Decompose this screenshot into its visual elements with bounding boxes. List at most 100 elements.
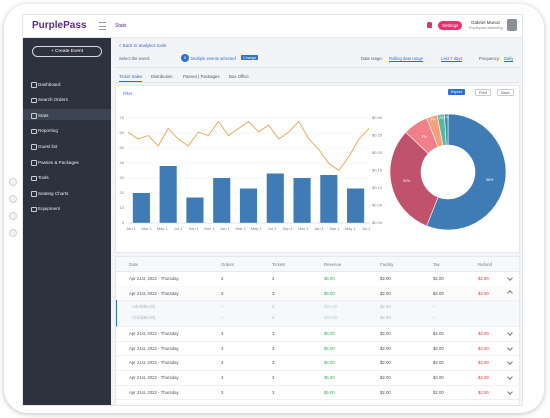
- y-tick-label: 10: [120, 205, 125, 210]
- table-cell: $5.00: [324, 345, 335, 351]
- table-row[interactable]: [116, 341, 519, 357]
- avatar[interactable]: [507, 19, 517, 31]
- table-cell: Apr 21st, 2022 - Thursday: [129, 375, 179, 380]
- table-cell: 3: [221, 389, 224, 395]
- tab[interactable]: Distribution: [151, 74, 173, 79]
- donut-label: 31%: [403, 179, 411, 183]
- table-cell: 3: [272, 290, 275, 296]
- selected-events[interactable]: Multiple events selected: [191, 56, 236, 61]
- frequency-value[interactable]: Daily: [504, 56, 514, 62]
- nav-active-bg: [23, 109, 111, 121]
- nav-item[interactable]: Tools: [38, 175, 49, 181]
- create-event-button[interactable]: + Create Event: [32, 46, 102, 57]
- x-tick-label: Mar 1: [330, 226, 341, 231]
- table-cell: $2.00: [380, 375, 391, 380]
- table-cell: $2.00: [380, 360, 391, 366]
- bar: [320, 175, 338, 223]
- brand: PurplePass: [32, 20, 87, 31]
- table-cell: 3: [272, 331, 275, 337]
- x-tick-label: May 1: [345, 226, 357, 231]
- bar: [159, 166, 177, 223]
- export-button[interactable]: Export: [448, 89, 465, 95]
- table-cell: $2.00: [380, 345, 391, 351]
- x-tick-label: Sep 1: [282, 226, 293, 231]
- nav-icon: [31, 82, 37, 88]
- table-cell: 2: [272, 276, 275, 281]
- x-tick-label: Jan 1: [126, 226, 137, 231]
- nav-icon: [31, 206, 37, 213]
- y2-tick-label: $0.25: [372, 133, 383, 138]
- donut-chart: 56% 31% 7% 3% 2% 1%: [389, 113, 507, 231]
- table-cell: 3: [272, 389, 275, 395]
- table-cell: Apr 21st, 2022 - Thursday: [129, 276, 179, 281]
- table-cell: $2.00: [478, 331, 489, 337]
- column-header: Facility: [380, 262, 394, 267]
- x-tick-label: May 1: [251, 226, 263, 231]
- table-cell: 3: [272, 375, 275, 380]
- nav-item[interactable]: Dashboard: [38, 81, 61, 87]
- table-row[interactable]: [116, 326, 519, 342]
- table-cell: $2.00: [478, 345, 489, 351]
- table-cell: $2.00: [433, 290, 444, 296]
- tablet-button: [9, 229, 17, 237]
- nav-icon: [31, 97, 37, 104]
- change-button[interactable]: Change: [241, 55, 259, 60]
- header: PurplePass Stats Settings Gabriel Munoz …: [23, 15, 522, 38]
- table-cell: $2.00: [433, 276, 444, 281]
- table-cell: $2.00: [433, 389, 444, 395]
- save-button[interactable]: Save: [497, 89, 514, 96]
- expanded-group: [116, 300, 519, 328]
- table-cell: $5.00: [324, 389, 335, 395]
- table-cell: $2.00: [380, 389, 391, 395]
- divider: [115, 67, 519, 68]
- nav-item[interactable]: Reporting: [38, 128, 58, 134]
- y-tick-label: 40: [120, 160, 125, 165]
- tab[interactable]: Box Office: [229, 74, 249, 79]
- table-row[interactable]: [116, 370, 519, 386]
- table-row[interactable]: [116, 385, 519, 401]
- nav-item[interactable]: Stats: [38, 112, 49, 118]
- nav-item[interactable]: Guest list: [38, 143, 58, 149]
- menu-icon[interactable]: [99, 22, 106, 30]
- y2-tick-label: $0.30: [372, 115, 383, 120]
- y2-tick-label: $0.00: [372, 220, 383, 225]
- user-name: Gabriel Munoz: [471, 20, 501, 25]
- bell-icon[interactable]: [427, 22, 432, 28]
- tab[interactable]: Passes | Packages: [183, 74, 220, 79]
- tab-bar: Ticket Sales Distribution Passes | Package…: [115, 71, 519, 83]
- date-range-mode[interactable]: Rolling date range: [389, 56, 423, 62]
- x-tick-label: Jul 1: [268, 226, 277, 231]
- tab[interactable]: Ticket Sales: [119, 74, 143, 82]
- x-tick-label: Mar 1: [236, 226, 247, 231]
- user-role: Purplepass Marketing: [469, 26, 503, 30]
- nav-item[interactable]: Equipment: [38, 206, 60, 212]
- donut-segment: [444, 113, 449, 146]
- y2-tick-label: $0.05: [372, 203, 383, 208]
- column-header: Tickets: [272, 262, 286, 267]
- bar: [213, 178, 231, 223]
- table-row[interactable]: [116, 355, 519, 371]
- column-header: Revenue: [324, 262, 342, 267]
- x-tick-label: Jul 1: [174, 226, 183, 231]
- back-link[interactable]: < Back to analytics tools: [119, 43, 167, 48]
- x-tick-label: Nov 1: [298, 226, 309, 231]
- table-cell: $2.00: [478, 375, 489, 380]
- screen: PurplePass Stats Settings Gabriel Munoz …: [22, 14, 523, 406]
- table-cell: $2.00: [478, 290, 489, 296]
- filter-button[interactable]: Filter: [123, 91, 133, 96]
- nav-item[interactable]: Search Orders: [38, 97, 68, 103]
- table-cell: $2.00: [433, 360, 444, 366]
- nav-item[interactable]: Seating Charts: [38, 190, 69, 196]
- x-tick-label: Jan 1: [220, 226, 231, 231]
- date-range-value[interactable]: Last 7 days: [441, 56, 463, 62]
- settings-button[interactable]: Settings: [438, 21, 463, 30]
- nav-icon: [31, 128, 37, 135]
- table-cell: $2.00: [478, 276, 489, 281]
- nav-item[interactable]: Passes & Packages: [38, 159, 79, 165]
- print-button[interactable]: Print: [475, 89, 491, 96]
- column-header: Orders: [221, 262, 235, 267]
- x-tick-label: May 1: [157, 226, 169, 231]
- table-cell: 3: [221, 375, 224, 380]
- table-cell: 3: [221, 345, 224, 351]
- x-tick-label: Nov 1: [204, 226, 215, 231]
